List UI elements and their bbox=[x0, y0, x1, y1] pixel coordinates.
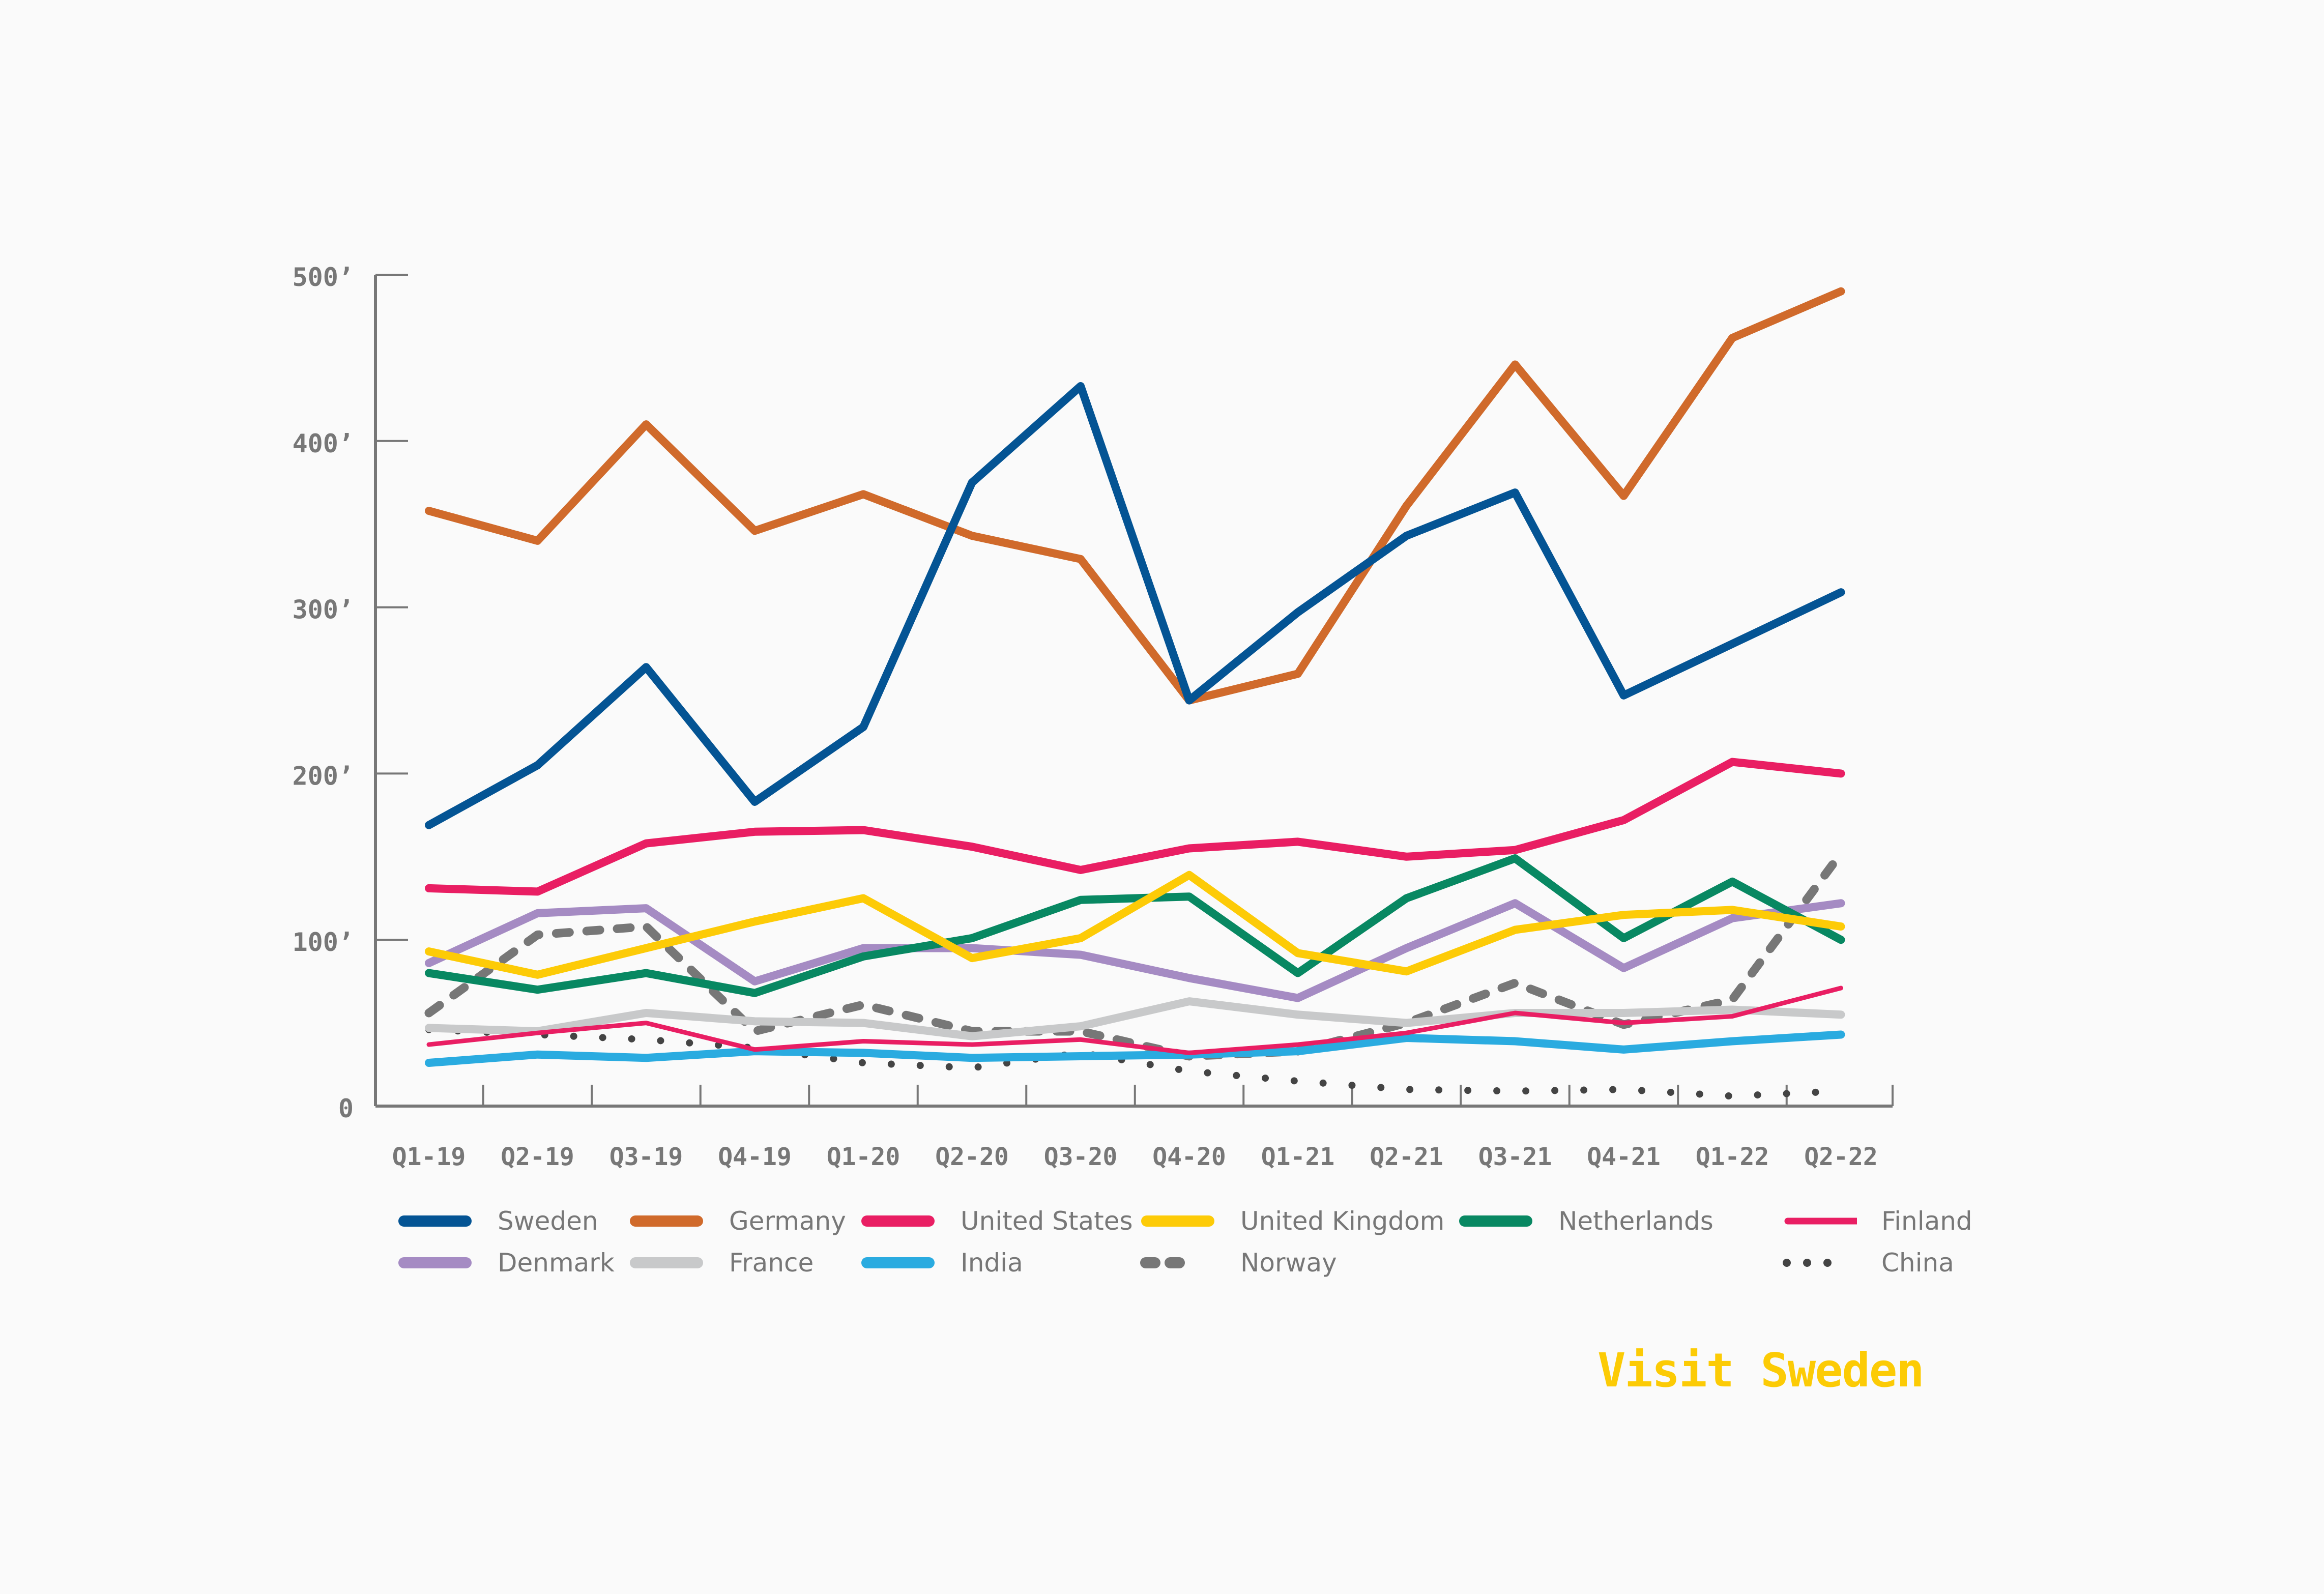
series-line-france bbox=[425, 997, 1845, 1040]
legend-swatch bbox=[630, 1215, 703, 1227]
legend-swatch bbox=[1784, 1218, 1857, 1225]
series-line-india bbox=[425, 1030, 1845, 1067]
series-line-netherlands bbox=[425, 854, 1845, 997]
legend-label: United Kingdom bbox=[1240, 1206, 1445, 1236]
legend-item-india: India bbox=[860, 1242, 1023, 1283]
legend-item-united-kingdom: United Kingdom bbox=[1140, 1201, 1444, 1241]
series-line-united-kingdom bbox=[425, 871, 1845, 979]
x-tick-label: Q3-19 bbox=[609, 1143, 683, 1170]
y-tick-label: 400’ bbox=[293, 429, 354, 458]
legend-label: Finland bbox=[1881, 1206, 1972, 1236]
legend-swatch bbox=[1783, 1259, 1836, 1267]
x-tick-label: Q4-20 bbox=[1152, 1143, 1226, 1170]
legend-label: India bbox=[961, 1248, 1023, 1278]
x-tick-label: Q2-21 bbox=[1370, 1143, 1443, 1170]
legend-item-france: France bbox=[628, 1242, 814, 1283]
y-tick-label: 300’ bbox=[293, 595, 354, 625]
series-line-finland bbox=[426, 986, 1843, 1055]
y-tick-label: 500’ bbox=[293, 263, 354, 292]
legend: Sweden Germany United States United Kingdom… bbox=[397, 1201, 1972, 1302]
legend-label: Denmark bbox=[498, 1248, 615, 1278]
legend-label: Netherlands bbox=[1558, 1206, 1713, 1236]
axes bbox=[374, 274, 1894, 1108]
legend-swatch bbox=[1141, 1215, 1214, 1227]
x-tick-label: Q1-22 bbox=[1696, 1143, 1769, 1170]
legend-item-united-states: United States bbox=[860, 1201, 1133, 1241]
tick-labels: 0 100’ 200’ 300’ 400’ 500’ Q1-19 Q2-19 Q3-19 Q4-1… bbox=[293, 263, 1878, 1170]
visit-sweden-logo: Visit Sweden bbox=[1597, 1343, 1925, 1398]
series-group bbox=[424, 287, 1845, 1100]
x-tick-label: Q1-21 bbox=[1261, 1143, 1335, 1170]
legend-item-norway: Norway bbox=[1140, 1242, 1337, 1283]
legend-label: Germany bbox=[729, 1206, 846, 1236]
x-tick-label: Q2-22 bbox=[1804, 1143, 1878, 1170]
legend-item-netherlands: Netherlands bbox=[1458, 1201, 1713, 1241]
legend-label: France bbox=[729, 1248, 814, 1278]
x-tick-label: Q2-19 bbox=[501, 1143, 574, 1170]
legend-item-denmark: Denmark bbox=[397, 1242, 615, 1283]
legend-swatch bbox=[1459, 1215, 1532, 1227]
line-chart: 0 100’ 200’ 300’ 400’ 500’ Q1-19 Q2-19 Q3-19 Q4-1… bbox=[293, 263, 1894, 1170]
legend-swatch bbox=[861, 1257, 935, 1268]
x-tick-label: Q4-19 bbox=[718, 1143, 792, 1170]
y-tick-label: 100’ bbox=[293, 928, 354, 957]
legend-swatch bbox=[630, 1257, 703, 1268]
legend-swatch bbox=[861, 1215, 935, 1227]
legend-label: Norway bbox=[1240, 1248, 1337, 1278]
x-tick-label: Q2-20 bbox=[935, 1143, 1009, 1170]
legend-label: Sweden bbox=[498, 1206, 598, 1236]
series-line-sweden bbox=[425, 382, 1845, 829]
legend-item-finland: Finland bbox=[1781, 1201, 1972, 1241]
legend-swatch bbox=[398, 1257, 472, 1268]
legend-item-china: China bbox=[1781, 1242, 1954, 1283]
x-tick-label: Q3-20 bbox=[1044, 1143, 1118, 1170]
legend-item-germany: Germany bbox=[628, 1201, 846, 1241]
x-tick-label: Q1-19 bbox=[392, 1143, 466, 1170]
x-tick-label: Q1-20 bbox=[827, 1143, 900, 1170]
series-line-germany bbox=[425, 287, 1845, 705]
legend-item-sweden: Sweden bbox=[397, 1201, 598, 1241]
y-tick-label: 200’ bbox=[293, 761, 354, 791]
legend-label: United States bbox=[961, 1206, 1133, 1236]
series-line-norway bbox=[424, 849, 1845, 1061]
legend-swatch bbox=[1140, 1257, 1191, 1268]
x-tick-label: Q4-21 bbox=[1587, 1143, 1661, 1170]
legend-label: China bbox=[1881, 1248, 1954, 1278]
legend-swatch bbox=[398, 1215, 472, 1227]
series-line-united-states bbox=[425, 758, 1845, 896]
y-tick-label: 0 bbox=[338, 1094, 354, 1123]
x-tick-label: Q3-21 bbox=[1478, 1143, 1552, 1170]
series-line-denmark bbox=[425, 899, 1845, 1002]
